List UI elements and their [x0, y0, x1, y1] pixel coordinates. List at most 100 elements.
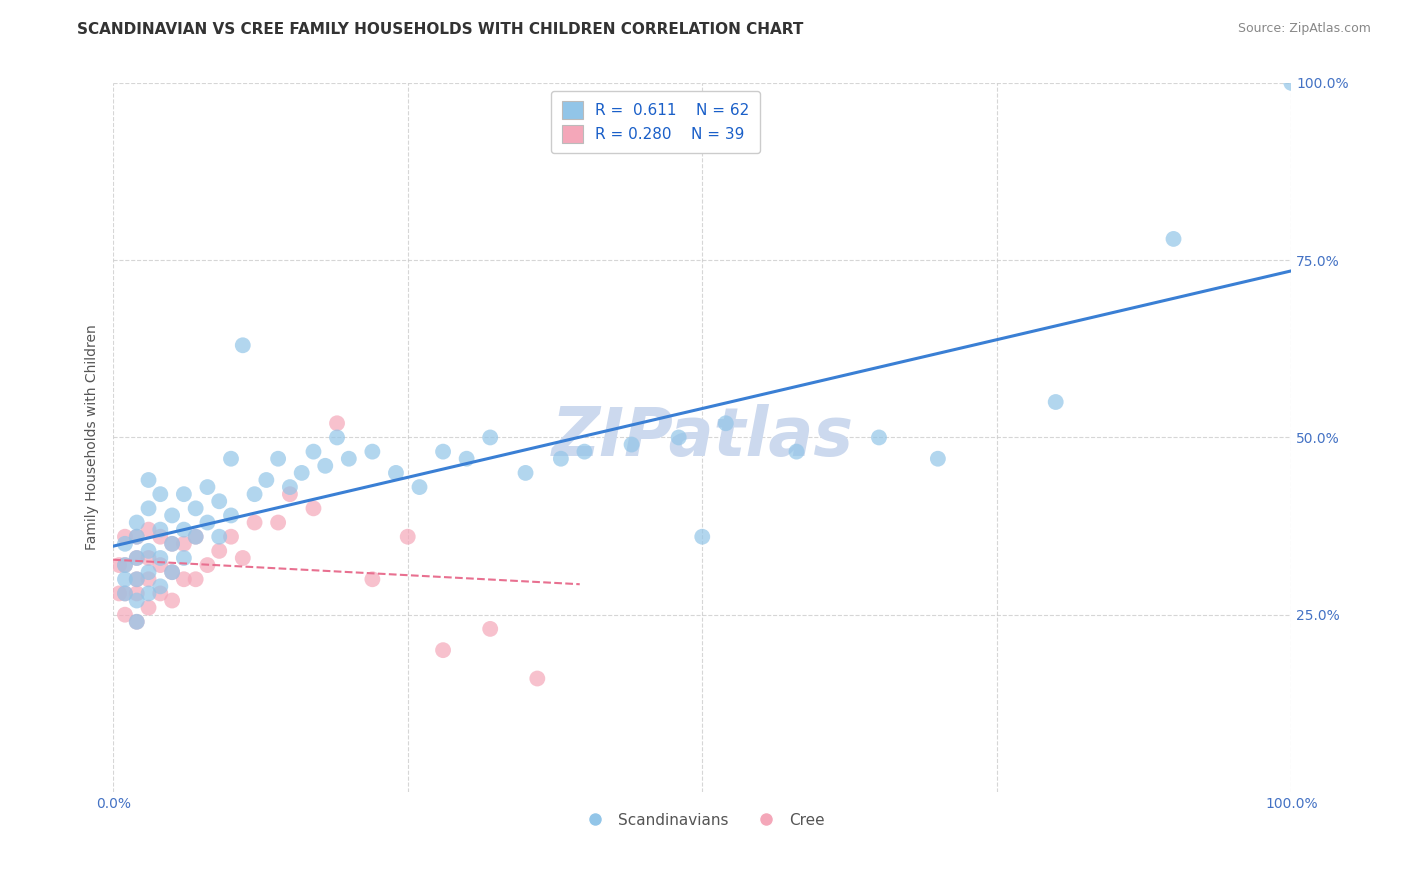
Point	[232, 338, 254, 352]
Point	[149, 586, 172, 600]
Point	[114, 586, 136, 600]
Point	[337, 451, 360, 466]
Point	[786, 444, 808, 458]
Point	[149, 558, 172, 572]
Point	[125, 516, 148, 530]
Point	[927, 451, 949, 466]
Point	[574, 444, 596, 458]
Point	[125, 586, 148, 600]
Point	[173, 523, 195, 537]
Point	[138, 565, 160, 579]
Point	[173, 551, 195, 566]
Point	[108, 558, 131, 572]
Point	[125, 530, 148, 544]
Point	[208, 494, 231, 508]
Point	[361, 572, 384, 586]
Text: Source: ZipAtlas.com: Source: ZipAtlas.com	[1237, 22, 1371, 36]
Point	[396, 530, 419, 544]
Point	[361, 444, 384, 458]
Point	[138, 551, 160, 566]
Point	[149, 530, 172, 544]
Point	[232, 551, 254, 566]
Point	[326, 430, 349, 444]
Point	[1045, 395, 1067, 409]
Point	[1279, 76, 1302, 90]
Point	[219, 451, 242, 466]
Point	[125, 572, 148, 586]
Point	[125, 572, 148, 586]
Point	[114, 537, 136, 551]
Point	[138, 600, 160, 615]
Point	[278, 480, 301, 494]
Point	[243, 516, 266, 530]
Point	[278, 487, 301, 501]
Point	[138, 544, 160, 558]
Point	[173, 572, 195, 586]
Point	[197, 516, 219, 530]
Point	[184, 501, 207, 516]
Point	[219, 508, 242, 523]
Point	[219, 530, 242, 544]
Point	[114, 558, 136, 572]
Point	[620, 437, 643, 451]
Point	[1163, 232, 1185, 246]
Point	[184, 530, 207, 544]
Point	[208, 544, 231, 558]
Point	[197, 558, 219, 572]
Point	[432, 643, 454, 657]
Point	[385, 466, 408, 480]
Point	[208, 530, 231, 544]
Point	[114, 607, 136, 622]
Point	[114, 530, 136, 544]
Point	[138, 586, 160, 600]
Point	[668, 430, 690, 444]
Point	[138, 572, 160, 586]
Point	[254, 473, 277, 487]
Point	[479, 622, 502, 636]
Point	[267, 451, 290, 466]
Point	[160, 508, 183, 523]
Point	[714, 417, 737, 431]
Point	[125, 593, 148, 607]
Point	[197, 480, 219, 494]
Point	[160, 565, 183, 579]
Y-axis label: Family Households with Children: Family Households with Children	[86, 325, 100, 550]
Point	[314, 458, 336, 473]
Point	[302, 444, 325, 458]
Point	[432, 444, 454, 458]
Point	[173, 537, 195, 551]
Point	[114, 558, 136, 572]
Point	[149, 523, 172, 537]
Point	[291, 466, 314, 480]
Point	[184, 530, 207, 544]
Point	[108, 586, 131, 600]
Point	[160, 537, 183, 551]
Point	[515, 466, 537, 480]
Point	[149, 579, 172, 593]
Point	[184, 572, 207, 586]
Point	[526, 672, 548, 686]
Point	[868, 430, 890, 444]
Point	[125, 551, 148, 566]
Point	[125, 615, 148, 629]
Point	[125, 551, 148, 566]
Point	[160, 565, 183, 579]
Point	[302, 501, 325, 516]
Legend: Scandinavians, Cree: Scandinavians, Cree	[574, 806, 831, 834]
Point	[114, 586, 136, 600]
Point	[149, 487, 172, 501]
Point	[149, 551, 172, 566]
Point	[243, 487, 266, 501]
Point	[456, 451, 478, 466]
Point	[125, 530, 148, 544]
Point	[125, 615, 148, 629]
Point	[138, 501, 160, 516]
Point	[138, 523, 160, 537]
Point	[408, 480, 430, 494]
Point	[160, 593, 183, 607]
Point	[160, 537, 183, 551]
Point	[173, 487, 195, 501]
Text: ZIPatlas: ZIPatlas	[551, 404, 853, 470]
Point	[267, 516, 290, 530]
Point	[138, 473, 160, 487]
